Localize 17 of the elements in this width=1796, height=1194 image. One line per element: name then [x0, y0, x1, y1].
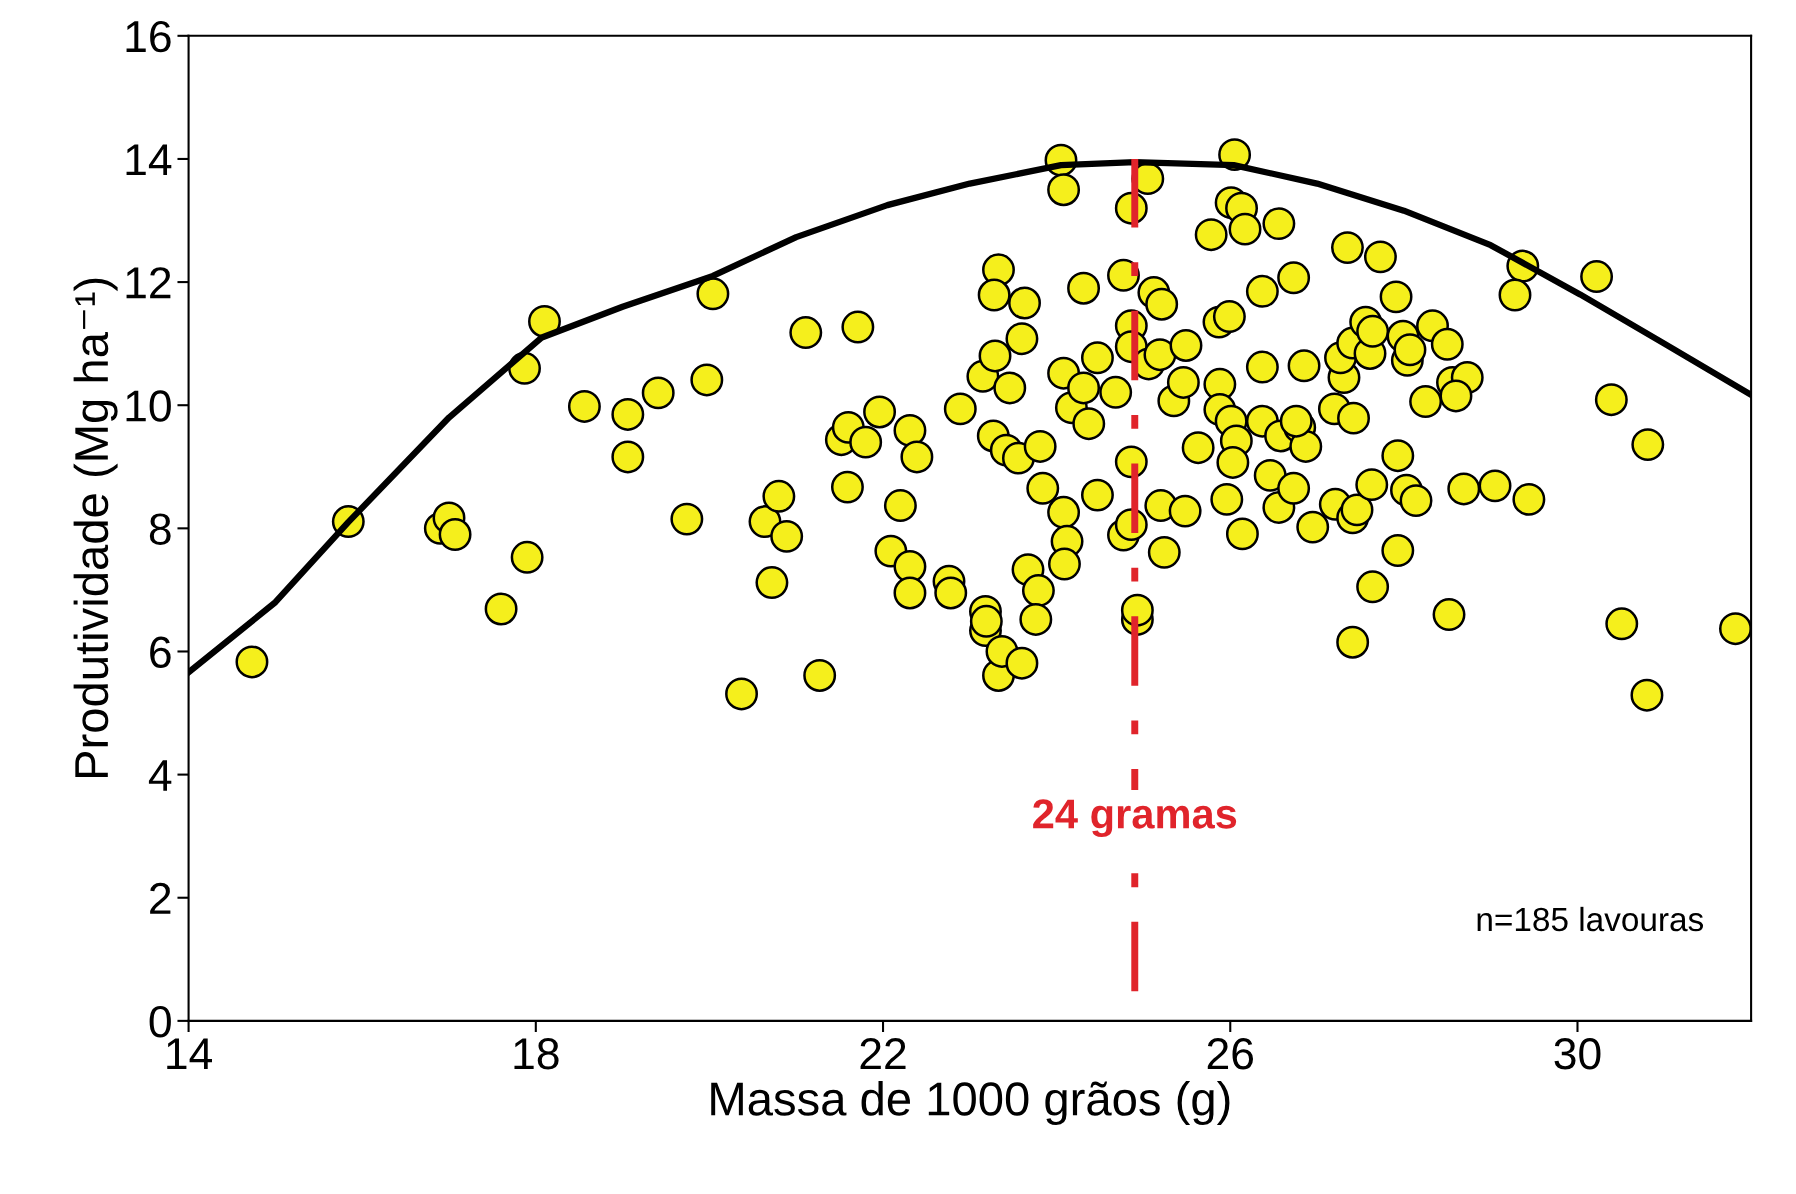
- x-axis-title: Massa de 1000 grãos (g): [711, 1081, 1230, 1126]
- y-tick-label: 8: [149, 513, 171, 545]
- y-tick-label: 4: [148, 760, 172, 791]
- x-tick-label: 22: [860, 1038, 906, 1070]
- y-tick-label: 12: [126, 267, 171, 299]
- y-axis-title: Produtividade (Mg ha⁻¹): [73, 278, 118, 778]
- x-tick-label: 26: [1207, 1038, 1254, 1070]
- y-tick-label: 16: [126, 20, 171, 53]
- y-tick-label: 0: [149, 1005, 171, 1038]
- x-tick-label: 18: [514, 1038, 559, 1070]
- y-tick-label: 2: [150, 882, 171, 914]
- x-tick-label: 30: [1554, 1038, 1601, 1070]
- annotation: n=185 lavouras: [1477, 906, 1704, 932]
- y-tick-label: 14: [126, 144, 172, 176]
- y-tick-label: 6: [150, 636, 171, 669]
- ref-line-label: 24 gramas: [1033, 799, 1237, 838]
- y-tick-label: 10: [126, 390, 171, 422]
